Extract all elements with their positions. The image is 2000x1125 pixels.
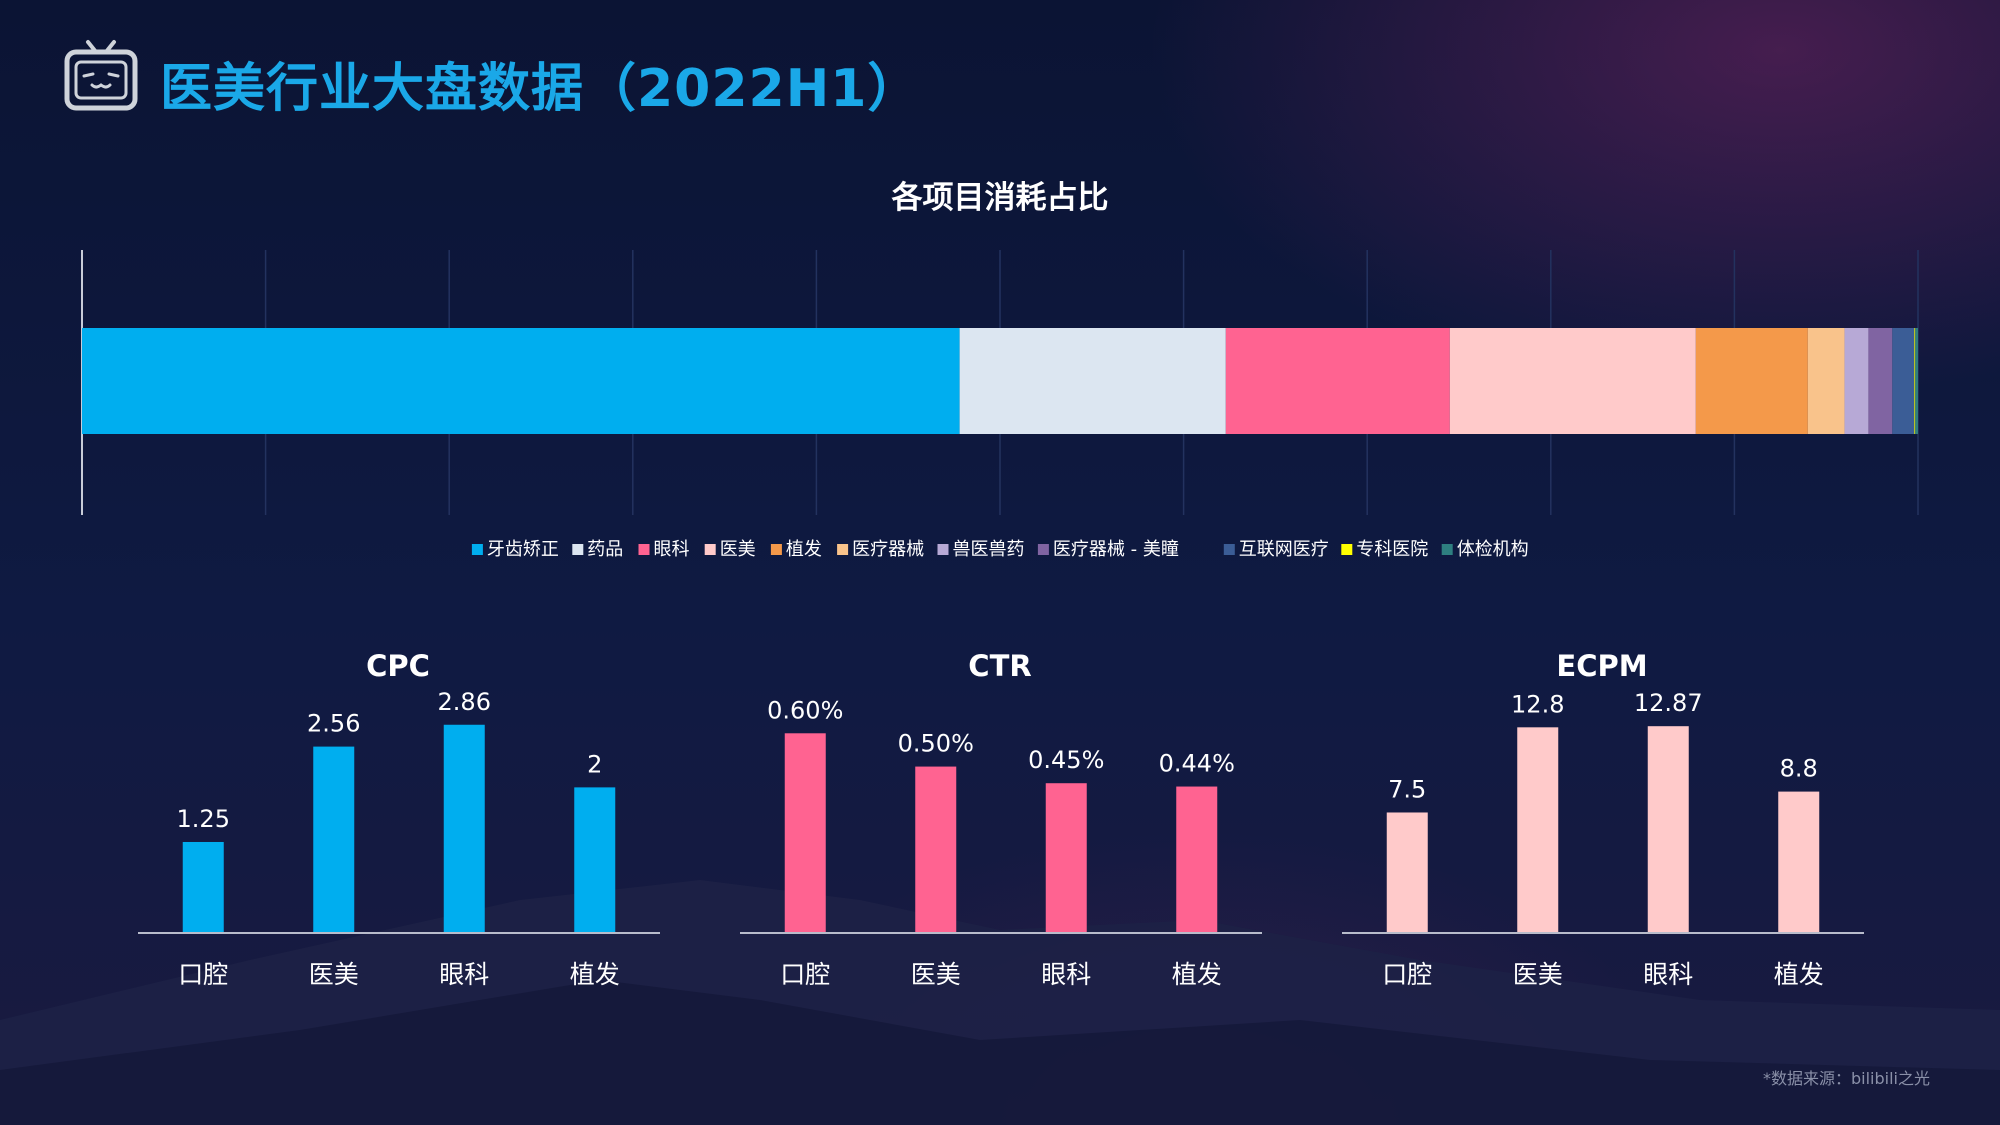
data-label: 7.5 bbox=[1388, 775, 1426, 803]
cpc-chart-title: CPC bbox=[366, 649, 430, 683]
page-title: 医美行业大盘数据（2022H1） bbox=[160, 59, 921, 119]
stacked-segment bbox=[1892, 328, 1915, 434]
data-label: 0.44% bbox=[1159, 750, 1235, 778]
legend-swatch bbox=[471, 544, 483, 555]
stacked-segment bbox=[959, 328, 1226, 434]
legend-label: 医美 bbox=[720, 539, 756, 560]
legend-label: 兽医兽药 bbox=[953, 539, 1025, 560]
legend-swatch bbox=[1441, 544, 1453, 555]
legend-label: 医疗器械 bbox=[852, 539, 924, 560]
bar bbox=[1045, 783, 1087, 933]
legend-label: 医疗器械 - 美瞳 bbox=[1053, 539, 1179, 560]
data-label: 12.87 bbox=[1634, 689, 1703, 717]
stacked-segment bbox=[1868, 328, 1893, 434]
data-source-note: *数据来源：bilibili之光 bbox=[1763, 1069, 1930, 1088]
bar bbox=[313, 746, 355, 933]
bilibili-tv-icon bbox=[64, 40, 138, 111]
stacked-segment bbox=[82, 328, 960, 434]
category-label: 口腔 bbox=[1382, 960, 1432, 989]
legend-swatch bbox=[1037, 544, 1049, 555]
legend-swatch bbox=[638, 544, 650, 555]
data-label: 0.45% bbox=[1028, 746, 1104, 774]
data-label: 0.50% bbox=[898, 730, 974, 758]
category-label: 医美 bbox=[1513, 960, 1563, 989]
stacked-segment bbox=[1225, 328, 1450, 434]
bar bbox=[1517, 727, 1559, 933]
legend-label: 体检机构 bbox=[1457, 539, 1529, 560]
category-label: 口腔 bbox=[780, 960, 830, 989]
stacked-segment bbox=[1449, 328, 1696, 434]
bar bbox=[1386, 812, 1428, 933]
category-label: 植发 bbox=[1774, 960, 1824, 989]
bar bbox=[574, 787, 616, 933]
legend-swatch bbox=[704, 544, 716, 555]
data-label: 2 bbox=[587, 750, 602, 778]
legend-swatch bbox=[770, 544, 782, 555]
category-label: 医美 bbox=[309, 960, 359, 989]
bar bbox=[784, 733, 826, 933]
bar bbox=[443, 724, 485, 933]
data-label: 2.86 bbox=[438, 688, 491, 716]
ecpm-chart-title: ECPM bbox=[1556, 649, 1647, 683]
legend-label: 互联网医疗 bbox=[1239, 539, 1329, 560]
legend-swatch bbox=[572, 544, 584, 555]
category-label: 口腔 bbox=[178, 960, 228, 989]
bar bbox=[915, 766, 957, 933]
bar bbox=[1176, 786, 1218, 933]
legend-label: 植发 bbox=[786, 539, 822, 560]
stacked-chart-legend: 牙齿矫正 药品 眼科 医美 植发 医疗器械 兽医兽药 医疗器械 - 美瞳 互联网医疗 专科医院 体检… bbox=[471, 539, 1529, 560]
data-label: 8.8 bbox=[1780, 755, 1818, 783]
category-label: 植发 bbox=[570, 960, 620, 989]
category-label: 眼科 bbox=[439, 960, 489, 989]
data-label: 2.56 bbox=[307, 710, 360, 738]
ecpm-chart-marks: 7.5 口腔 12.8 医美 12.87 眼科 8.8 植发 bbox=[1342, 689, 1864, 989]
ctr-chart-marks: 0.60% 口腔 0.50% 医美 0.45% 眼科 0.44% 植发 bbox=[740, 696, 1262, 989]
category-label: 眼科 bbox=[1643, 960, 1693, 989]
ecpm-chart: ECPM 7.5 口腔 12.8 医美 12.87 眼科 8.8 植发 bbox=[1342, 649, 1864, 989]
legend-swatch bbox=[1223, 544, 1235, 555]
data-label: 0.60% bbox=[767, 696, 843, 724]
ctr-chart: CTR 0.60% 口腔 0.50% 医美 0.45% 眼科 0.44% 植发 bbox=[740, 649, 1262, 989]
legend-swatch bbox=[937, 544, 949, 555]
bar bbox=[1647, 726, 1689, 933]
legend-swatch bbox=[837, 544, 849, 555]
category-label: 植发 bbox=[1172, 960, 1222, 989]
legend-label: 眼科 bbox=[654, 539, 690, 560]
legend-label: 牙齿矫正 bbox=[487, 539, 559, 560]
legend-label: 药品 bbox=[587, 539, 623, 560]
bar bbox=[182, 841, 224, 933]
stacked-segment bbox=[1915, 328, 1918, 434]
data-label: 12.8 bbox=[1511, 690, 1564, 718]
data-label: 1.25 bbox=[177, 805, 230, 833]
stacked-chart-bars bbox=[82, 328, 1918, 434]
category-label: 眼科 bbox=[1041, 960, 1091, 989]
legend-label: 专科医院 bbox=[1356, 539, 1428, 560]
stacked-segment bbox=[1807, 328, 1845, 434]
ctr-chart-title: CTR bbox=[968, 649, 1031, 683]
stacked-chart-title: 各项目消耗占比 bbox=[891, 180, 1109, 216]
stacked-segment bbox=[1844, 328, 1869, 434]
stacked-segment bbox=[1914, 328, 1916, 434]
legend-swatch bbox=[1341, 544, 1353, 555]
cpc-chart-marks: 1.25 口腔 2.56 医美 2.86 眼科 2 植发 bbox=[138, 688, 660, 989]
stacked-segment bbox=[1695, 328, 1808, 434]
stacked-bar-chart: 各项目消耗占比 牙齿矫正 药品 眼科 医美 植发 医疗器械 兽医兽药 医疗器械 - 美瞳 互联网… bbox=[81, 180, 1919, 560]
category-label: 医美 bbox=[911, 960, 961, 989]
cpc-chart: CPC 1.25 口腔 2.56 医美 2.86 眼科 2 植发 bbox=[138, 649, 660, 989]
bar bbox=[1778, 791, 1820, 933]
